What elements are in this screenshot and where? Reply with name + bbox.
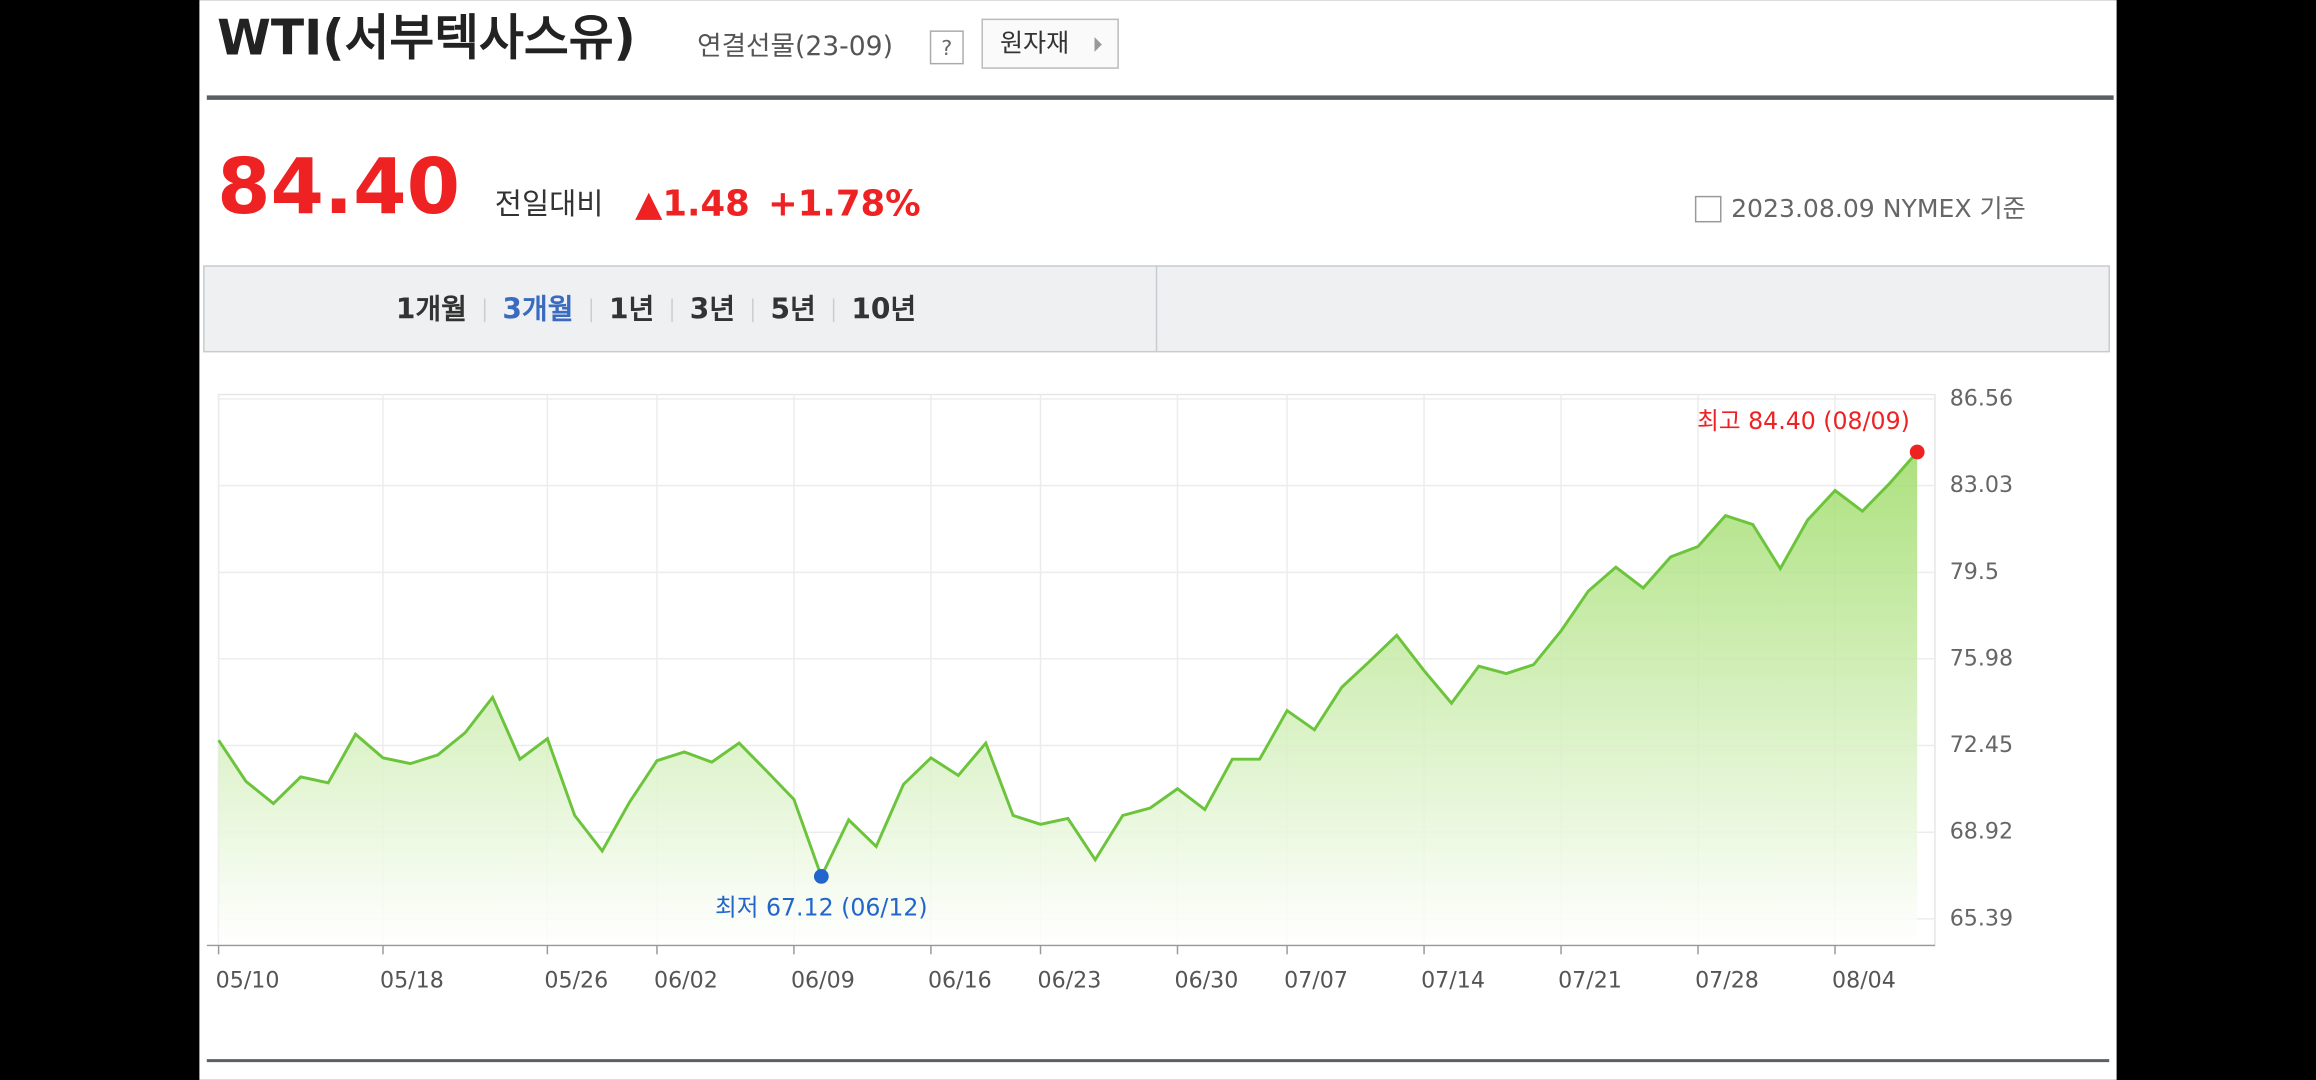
max-label: 최고 84.40 (08/09): [1697, 407, 1910, 435]
change-label: 전일대비: [495, 187, 604, 221]
x-tick-label: 05/10: [216, 967, 280, 993]
y-tick-label: 83.03: [1950, 472, 2013, 498]
tab[interactable]: 3년: [690, 292, 735, 325]
price: 84.40: [217, 143, 460, 232]
x-tick-label: 06/02: [654, 967, 718, 993]
tab[interactable]: 10년: [851, 292, 916, 325]
x-tick-label: 07/07: [1284, 967, 1348, 993]
help[interactable]: ?: [941, 36, 952, 60]
y-tick-label: 75.98: [1950, 645, 2013, 671]
help-box[interactable]: [929, 30, 964, 65]
as-of: 2023.08.09 NYMEX 기준: [1731, 194, 2026, 223]
x-tick-label: 06/16: [928, 967, 992, 993]
change: ▲1.48: [635, 183, 750, 224]
y-tick-label: 72.45: [1950, 732, 2013, 758]
x-tick-label: 07/14: [1421, 967, 1485, 993]
x-tick-label: 06/09: [791, 967, 855, 993]
y-tick-label: 86.56: [1950, 385, 2013, 411]
x-tick-label: 07/21: [1558, 967, 1622, 993]
calendar-icon: [1694, 195, 1722, 223]
x-tick-label: 05/18: [380, 967, 444, 993]
button-arrow: [1094, 37, 1102, 52]
change-pct: +1.78%: [768, 183, 921, 224]
min-label: 최저 67.12 (06/12): [715, 893, 928, 921]
title: WTI(서부텍사스유): [217, 10, 636, 66]
x-tick-label: 06/23: [1038, 967, 1102, 993]
tab[interactable]: 1개월: [396, 292, 467, 325]
tab[interactable]: 3개월: [502, 292, 573, 325]
price-line: [217, 450, 1919, 881]
subtitle: 연결선물(23-09): [697, 31, 893, 62]
y-tick-label: 79.5: [1950, 559, 1999, 585]
max-marker: [1909, 444, 1925, 460]
x-tick-label: 05/26: [544, 967, 608, 993]
x-tick-label: 08/04: [1832, 967, 1896, 993]
y-tick-label: 65.39: [1950, 905, 2013, 931]
x-tick-label: 06/30: [1175, 967, 1239, 993]
y-tick-label: 68.92: [1950, 819, 2013, 845]
category-button-label[interactable]: 원자재: [1000, 28, 1069, 57]
tab[interactable]: 1년: [609, 292, 654, 325]
min-marker: [813, 869, 829, 884]
tab[interactable]: 5년: [771, 292, 816, 325]
area-fill: [218, 451, 1918, 946]
x-tick-label: 07/28: [1695, 967, 1759, 993]
